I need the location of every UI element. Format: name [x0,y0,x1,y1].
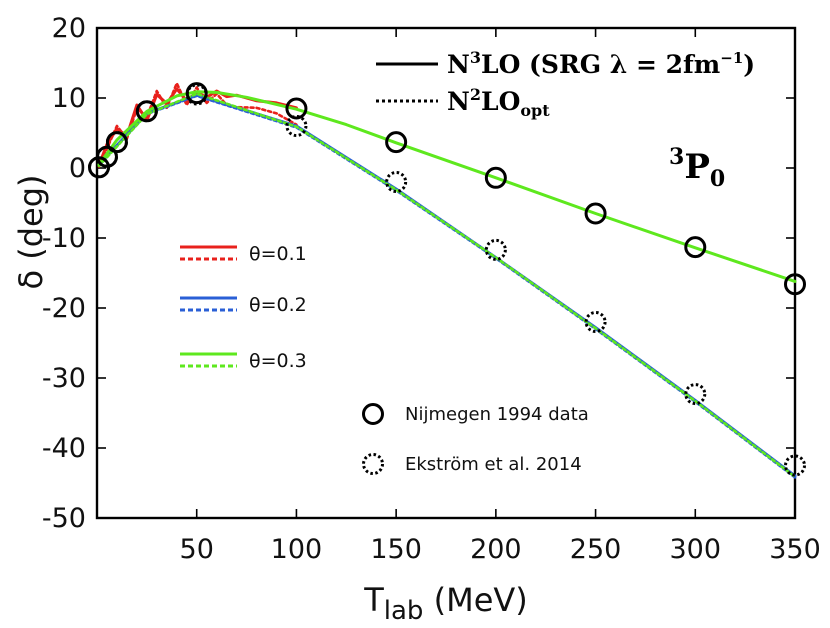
y-tick-labels: 20 10 0 -10 -20 -30 -40 -50 [42,13,86,534]
ekstrom-point [784,454,806,477]
x-tick-label-150: 150 [370,534,422,565]
ekstrom-point [584,311,607,333]
legend-model: N3LO (SRG λ = 2fm−1) N2LOopt [376,48,755,120]
nijmegen-point [185,82,208,105]
y-tick-label--10: -10 [42,223,86,254]
legend-theta2-label: θ=0.2 [249,294,307,316]
nijmegen-point [135,100,158,123]
nijmegen-point [105,131,128,154]
legend-theta3-label: θ=0.3 [249,350,307,372]
y-tick-label--40: -40 [42,433,86,464]
series--0-3-n2loopt [97,92,797,478]
series-layer [97,82,797,479]
y-tick-label--20: -20 [42,293,86,324]
y-tick-label-0: 0 [69,153,86,184]
nijmegen-point [95,145,118,168]
nijmegen-point [784,273,806,296]
legend-theta: θ=0.1 θ=0.2 θ=0.3 [180,243,307,372]
axis-ticks [97,27,796,519]
x-tick-label-250: 250 [570,534,622,565]
x-tick-label-50: 50 [180,534,214,565]
state-label: 3P0 [669,144,725,192]
series--0-3-n3lo [97,90,797,283]
nijmegen-point [684,236,707,259]
nijmegen-point [484,166,507,189]
marker-layer [87,82,806,477]
nijmegen-point [285,97,308,120]
x-axis-title-unit: (MeV) [423,581,527,619]
y-tick-label--30: -30 [42,363,86,394]
x-tick-label-350: 350 [769,534,821,565]
y-tick-label-10: 10 [52,83,86,114]
x-axis-title-sub: lab [384,596,424,626]
ekstrom-point [484,238,507,261]
x-tick-label-100: 100 [271,534,323,565]
x-axis-title-main: T [363,581,384,619]
legend-nijmegen-label: Nijmegen 1994 data [405,404,589,425]
legend-ekstrom-label: Ekström et al. 2014 [405,454,582,475]
legend-ekstrom-marker [362,453,384,475]
x-tick-label-200: 200 [470,534,522,565]
ekstrom-point [285,115,308,137]
ekstrom-point [385,171,408,193]
legend-theta1-label: θ=0.1 [249,243,307,265]
y-tick-label--50: -50 [42,503,86,534]
legend-markers: Nijmegen 1994 data Ekström et al. 2014 [362,403,589,475]
legend-n3lo-label: N3LO (SRG λ = 2fm−1) [447,48,755,79]
plot-frame [95,26,797,520]
y-tick-label-20: 20 [52,13,86,44]
x-axis-title: Tlab (MeV) [363,581,528,626]
ekstrom-point [684,383,707,406]
nijmegen-point [584,202,607,225]
x-tick-labels: 50 100 150 200 250 300 350 [180,534,821,565]
x-tick-label-300: 300 [670,534,722,565]
legend-nijmegen-marker [362,403,384,425]
legend-n2lo-label: N2LOopt [447,85,550,120]
nijmegen-point [385,131,408,154]
y-axis-title: δ (deg) [12,174,50,289]
